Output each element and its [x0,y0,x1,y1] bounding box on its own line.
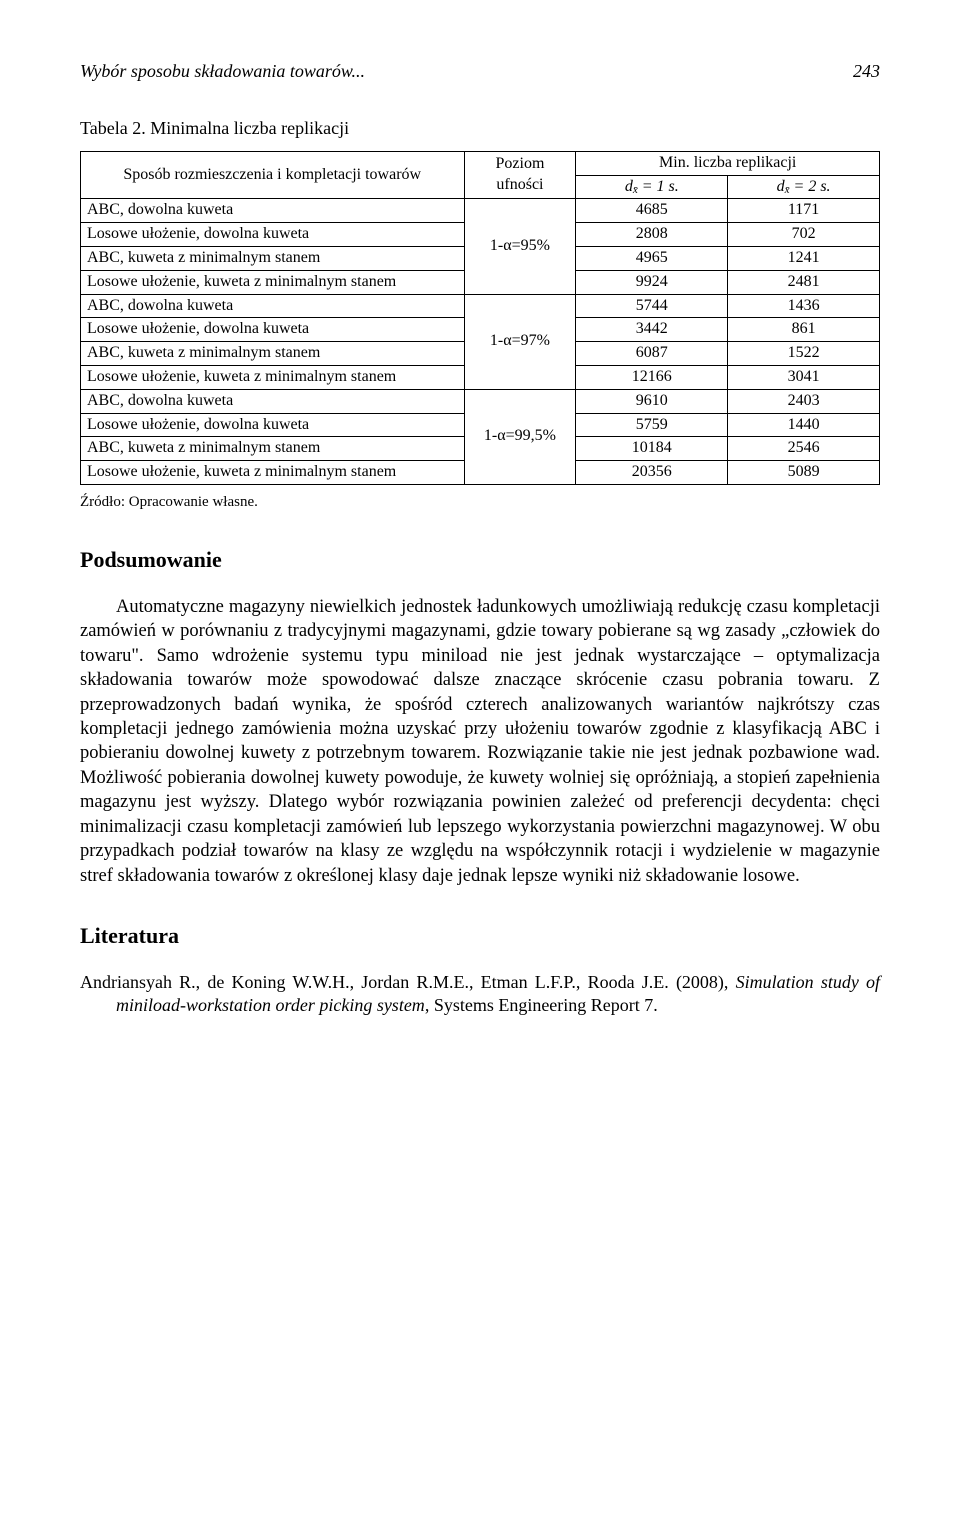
cell-v1: 9924 [576,270,728,294]
page-number: 243 [853,60,880,83]
cell-method: Losowe ułożenie, kuweta z minimalnym sta… [81,270,465,294]
cell-method: ABC, dowolna kuweta [81,389,465,413]
cell-method: Losowe ułożenie, dowolna kuweta [81,223,465,247]
cell-v1: 12166 [576,365,728,389]
summary-heading: Podsumowanie [80,546,880,575]
reference-authors: Andriansyah R., de Koning W.W.H., Jordan… [80,972,728,992]
cell-method: ABC, dowolna kuweta [81,199,465,223]
replication-table: Sposób rozmieszczenia i kompletacji towa… [80,151,880,485]
literature-heading: Literatura [80,922,880,951]
table-source-note: Źródło: Opracowanie własne. [80,493,880,513]
cell-method: Losowe ułożenie, kuweta z minimalnym sta… [81,461,465,485]
cell-v1: 6087 [576,342,728,366]
cell-v2: 702 [728,223,880,247]
cell-method: ABC, kuweta z minimalnym stanem [81,342,465,366]
cell-v1: 4965 [576,246,728,270]
cell-level: 1-α=97% [464,294,576,389]
table-row: ABC, dowolna kuweta 1-α=97% 5744 1436 [81,294,880,318]
table-caption: Tabela 2. Minimalna liczba replikacji [80,117,880,140]
cell-v2: 3041 [728,365,880,389]
cell-v1: 5744 [576,294,728,318]
cell-method: Losowe ułożenie, dowolna kuweta [81,318,465,342]
cell-v1: 2808 [576,223,728,247]
col-d1-header: dx̄ = 1 s. [576,175,728,199]
table-header-row: Sposób rozmieszczenia i kompletacji towa… [81,151,880,175]
col-method-header: Sposób rozmieszczenia i kompletacji towa… [81,151,465,199]
table-row: ABC, dowolna kuweta 1-α=99,5% 9610 2403 [81,389,880,413]
cell-method: ABC, kuweta z minimalnym stanem [81,246,465,270]
cell-v1: 20356 [576,461,728,485]
cell-v2: 1436 [728,294,880,318]
table-row: ABC, dowolna kuweta 1-α=95% 4685 1171 [81,199,880,223]
cell-level: 1-α=95% [464,199,576,294]
cell-v2: 2481 [728,270,880,294]
cell-method: Losowe ułożenie, kuweta z minimalnym sta… [81,365,465,389]
running-title: Wybór sposobu składowania towarów... [80,60,365,83]
cell-v1: 9610 [576,389,728,413]
col-min-header: Min. liczba replikacji [576,151,880,175]
cell-method: ABC, dowolna kuweta [81,294,465,318]
table-body: ABC, dowolna kuweta 1-α=95% 4685 1171 Lo… [81,199,880,485]
cell-v2: 1440 [728,413,880,437]
reference-entry: Andriansyah R., de Koning W.W.H., Jordan… [80,971,880,1018]
reference-rest: , Systems Engineering Report 7. [425,995,658,1015]
cell-v2: 1241 [728,246,880,270]
col-d2-header: dx̄ = 2 s. [728,175,880,199]
cell-v2: 2403 [728,389,880,413]
cell-v1: 5759 [576,413,728,437]
running-header: Wybór sposobu składowania towarów... 243 [80,60,880,83]
cell-v2: 2546 [728,437,880,461]
cell-method: ABC, kuweta z minimalnym stanem [81,437,465,461]
cell-v2: 5089 [728,461,880,485]
cell-v1: 4685 [576,199,728,223]
cell-v1: 10184 [576,437,728,461]
cell-level: 1-α=99,5% [464,389,576,484]
col-level-header: Poziom ufności [464,151,576,199]
cell-v1: 3442 [576,318,728,342]
cell-v2: 1171 [728,199,880,223]
summary-paragraph: Automatyczne magazyny niewielkich jednos… [80,595,880,888]
cell-method: Losowe ułożenie, dowolna kuweta [81,413,465,437]
cell-v2: 861 [728,318,880,342]
cell-v2: 1522 [728,342,880,366]
